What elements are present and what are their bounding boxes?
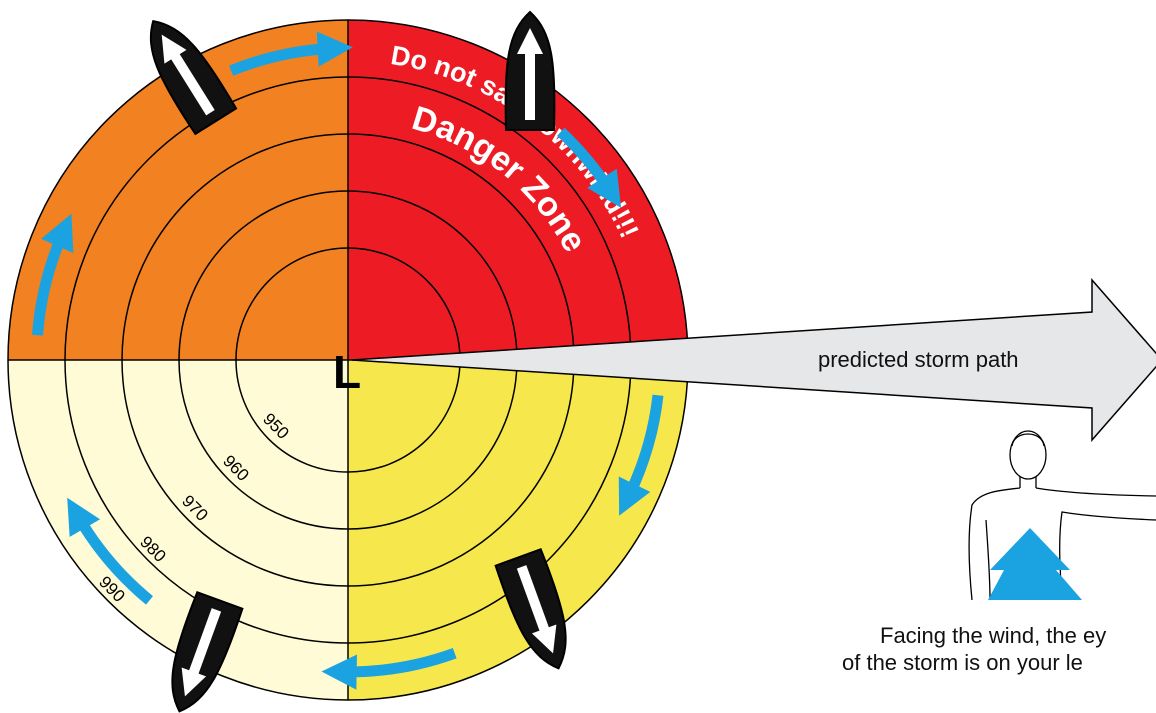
page: predicted storm path L Do not sail downw… — [0, 0, 1156, 713]
diagram: predicted storm path L Do not sail downw… — [0, 0, 1156, 713]
person-figure — [969, 431, 1156, 600]
center-label: L — [333, 346, 361, 398]
wind-direction-arrow — [988, 528, 1082, 600]
boat — [506, 12, 555, 130]
quadrant-se — [348, 360, 688, 700]
caption-line: Facing the wind, the ey — [880, 623, 1106, 648]
caption-line: of the storm is on your le — [842, 650, 1083, 675]
storm-path-label: predicted storm path — [818, 347, 1019, 372]
